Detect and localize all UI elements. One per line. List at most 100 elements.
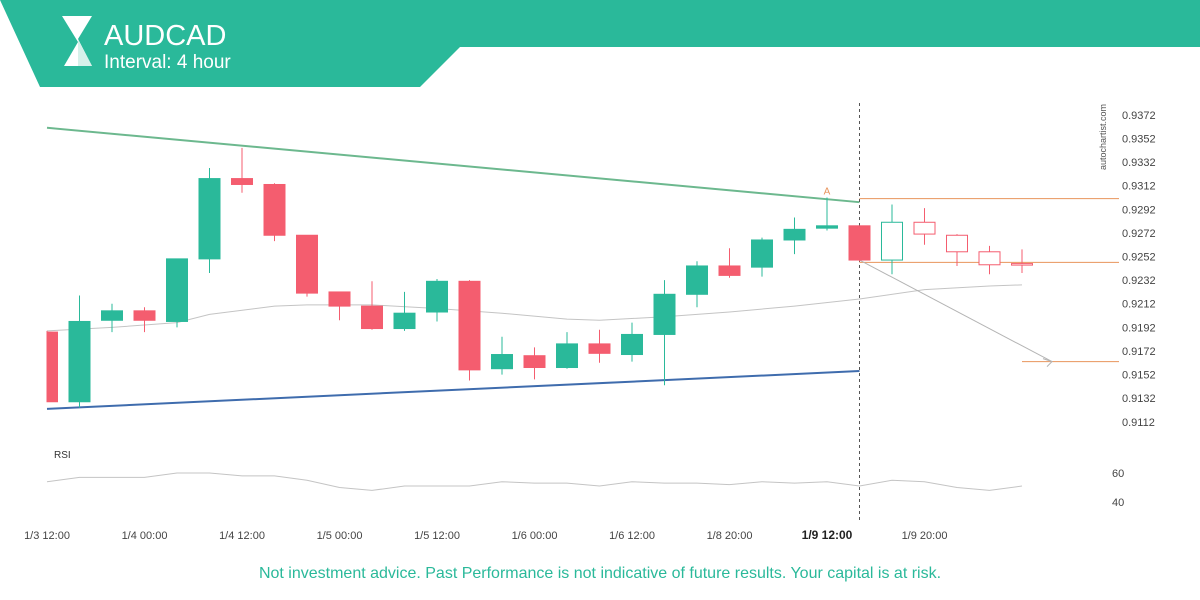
candle bbox=[393, 291, 416, 331]
candle bbox=[198, 167, 221, 274]
plot-area: 0.9372 0.9352 0.9332 0.9312 0.9292 0.9272 0.92… bbox=[24, 103, 1156, 542]
x-tick-label: 1/3 12:00 bbox=[24, 530, 70, 542]
y-tick-label: 0.9272 bbox=[1122, 228, 1156, 240]
candle bbox=[556, 332, 578, 369]
candle bbox=[881, 204, 903, 275]
candle bbox=[523, 347, 546, 380]
candles bbox=[46, 147, 1033, 408]
x-tick-label: 1/5 00:00 bbox=[317, 530, 363, 542]
header-banner: AUDCAD Interval: 4 hour bbox=[0, 0, 1200, 87]
candle bbox=[328, 291, 351, 321]
candle-body bbox=[231, 178, 253, 185]
breakout-label: A bbox=[824, 187, 831, 198]
candle bbox=[296, 234, 318, 297]
candle-body bbox=[783, 228, 806, 241]
candle bbox=[718, 248, 741, 278]
candle bbox=[231, 147, 253, 193]
candle-body bbox=[458, 280, 481, 371]
rsi-panel: RSI 60 40 bbox=[46, 450, 1124, 509]
candle-body bbox=[393, 312, 416, 330]
candle bbox=[946, 234, 968, 266]
candle bbox=[361, 281, 383, 330]
candle-body bbox=[166, 258, 188, 322]
candle-body bbox=[426, 280, 448, 313]
moving-average-line bbox=[46, 284, 1023, 332]
x-tick-label: 1/4 12:00 bbox=[219, 530, 265, 542]
candle-body bbox=[556, 343, 578, 369]
candle bbox=[848, 225, 871, 262]
support-trendline bbox=[46, 370, 860, 410]
y-tick-label: 0.9132 bbox=[1122, 393, 1156, 405]
candle bbox=[588, 329, 611, 363]
candle-body bbox=[913, 221, 936, 235]
candle-body bbox=[881, 221, 903, 261]
candle-body bbox=[46, 331, 58, 403]
y-tick-label: 0.9232 bbox=[1122, 275, 1156, 287]
disclaimer: Not investment advice. Past Performance … bbox=[258, 565, 942, 582]
candle bbox=[751, 237, 773, 277]
candle bbox=[978, 245, 1001, 275]
rsi-tick-label: 40 bbox=[1112, 497, 1124, 509]
x-tick-label: 1/6 12:00 bbox=[609, 530, 655, 542]
autochartist-logo bbox=[62, 16, 92, 66]
candle bbox=[783, 217, 806, 255]
y-tick-label: 0.9372 bbox=[1122, 110, 1156, 122]
y-tick-label: 0.9192 bbox=[1122, 322, 1156, 334]
candle-body bbox=[751, 239, 773, 268]
candle bbox=[101, 303, 123, 333]
candle bbox=[1011, 249, 1033, 274]
candle bbox=[426, 278, 448, 322]
x-tick-label: 1/9 12:00 bbox=[802, 528, 853, 542]
candle bbox=[913, 208, 936, 245]
candle-body bbox=[978, 251, 1001, 266]
candle bbox=[46, 330, 58, 403]
candle-body bbox=[946, 234, 968, 253]
candle-body bbox=[263, 183, 286, 236]
candle-body bbox=[198, 178, 221, 260]
projection-arrow-head bbox=[1042, 358, 1053, 367]
y-tick-label: 0.9112 bbox=[1122, 417, 1155, 429]
candle-body bbox=[686, 265, 708, 295]
y-axis: 0.9372 0.9352 0.9332 0.9312 0.9292 0.9272 0.92… bbox=[1122, 110, 1156, 429]
candle-body bbox=[133, 310, 156, 321]
candle bbox=[816, 197, 838, 231]
candle bbox=[133, 307, 156, 333]
candle-body bbox=[816, 225, 838, 229]
x-tick-label: 1/6 00:00 bbox=[512, 530, 558, 542]
candle bbox=[166, 258, 188, 328]
candle bbox=[263, 183, 286, 242]
symbol-title: AUDCAD bbox=[104, 20, 226, 52]
candle bbox=[68, 295, 91, 408]
y-tick-label: 0.9332 bbox=[1122, 157, 1156, 169]
candle-body bbox=[588, 343, 611, 354]
x-tick-label: 1/9 20:00 bbox=[902, 530, 948, 542]
x-tick-label: 1/8 20:00 bbox=[707, 530, 753, 542]
candle-body bbox=[68, 320, 91, 403]
candle-body bbox=[1011, 263, 1033, 266]
rsi-line bbox=[46, 472, 1023, 491]
watermark: autochartist.com bbox=[1098, 104, 1108, 170]
interval-label: Interval: 4 hour bbox=[104, 52, 231, 73]
candle bbox=[686, 261, 708, 308]
candle-body bbox=[491, 354, 513, 370]
candle bbox=[653, 280, 676, 386]
candle-body bbox=[296, 234, 318, 294]
candle-body bbox=[621, 333, 643, 356]
header-background bbox=[0, 0, 1200, 87]
candle bbox=[491, 336, 513, 375]
y-tick-label: 0.9152 bbox=[1122, 370, 1156, 382]
candle-body bbox=[328, 291, 351, 307]
x-tick-label: 1/5 12:00 bbox=[414, 530, 460, 542]
x-axis: 1/3 12:00 1/4 00:00 1/4 12:00 1/5 00:00 1/5 … bbox=[24, 528, 947, 542]
y-tick-label: 0.9352 bbox=[1122, 133, 1156, 145]
rsi-tick-label: 60 bbox=[1112, 468, 1124, 480]
y-tick-label: 0.9312 bbox=[1122, 181, 1156, 193]
y-tick-label: 0.9172 bbox=[1122, 346, 1156, 358]
x-tick-label: 1/4 00:00 bbox=[122, 530, 168, 542]
candle-body bbox=[848, 225, 871, 261]
candle-body bbox=[653, 293, 676, 335]
y-tick-label: 0.9252 bbox=[1122, 252, 1156, 264]
y-tick-label: 0.9292 bbox=[1122, 204, 1156, 216]
candle-body bbox=[101, 310, 123, 321]
